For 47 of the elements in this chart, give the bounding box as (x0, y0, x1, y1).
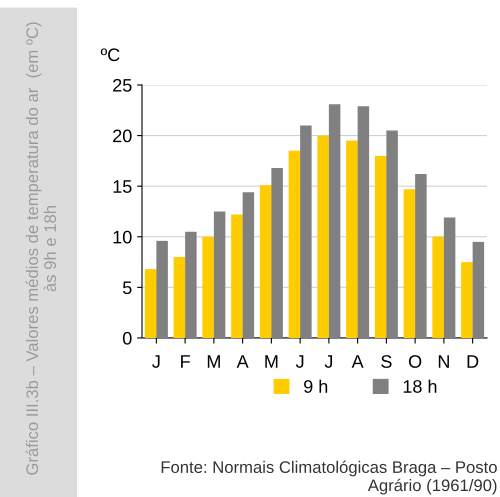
bar (374, 156, 386, 338)
x-tick-label: J (324, 355, 332, 368)
bar (214, 211, 226, 338)
y-tick-label: 10 (114, 230, 132, 244)
bar (386, 130, 398, 338)
y-tick-label: 0 (122, 332, 132, 345)
bar (144, 269, 156, 338)
bar (271, 168, 283, 338)
x-tick-label: O (408, 355, 422, 368)
bar (472, 242, 484, 338)
legend-label: 18 h (404, 380, 436, 393)
x-tick-label: N (438, 355, 449, 368)
x-tick-label: A (352, 355, 364, 368)
bar (300, 125, 312, 338)
source-note: Fonte: Normais Climatológicas Braga – Posto Agrário (1961/90) (162, 460, 497, 495)
bar (202, 236, 214, 338)
legend-label: 9 h (304, 380, 328, 393)
bar (288, 150, 300, 338)
bar (242, 192, 254, 338)
y-axis-title: ºC (100, 48, 120, 62)
bar (415, 174, 427, 338)
x-tick-label: M (208, 355, 220, 368)
bar (328, 104, 340, 338)
y-tick-label: 20 (113, 130, 132, 142)
bar (317, 136, 329, 338)
x-tick-label: A (236, 355, 249, 368)
bar (174, 257, 186, 338)
bar (461, 262, 473, 338)
x-tick-label: J (152, 355, 160, 368)
x-tick-label: F (181, 355, 190, 368)
bar (358, 106, 370, 338)
bar (404, 189, 416, 338)
text: Gráfico III.3b – Valores médios de temperatura do ar (em ºC) às 9h e 18h (26, 22, 56, 475)
y-tick-label: 5 (122, 281, 132, 294)
bar (432, 236, 444, 338)
bar (444, 218, 456, 338)
bar (260, 185, 272, 338)
x-tick-label: D (468, 355, 478, 368)
y-tick-label: 25 (113, 78, 132, 92)
x-tick-label: M (265, 355, 278, 368)
bar (156, 240, 168, 338)
bar (185, 232, 197, 338)
bar (346, 140, 358, 338)
bar (231, 214, 243, 338)
y-tick-label: 15 (114, 180, 132, 193)
x-tick-label: J (296, 355, 304, 368)
x-tick-label: S (381, 355, 392, 368)
